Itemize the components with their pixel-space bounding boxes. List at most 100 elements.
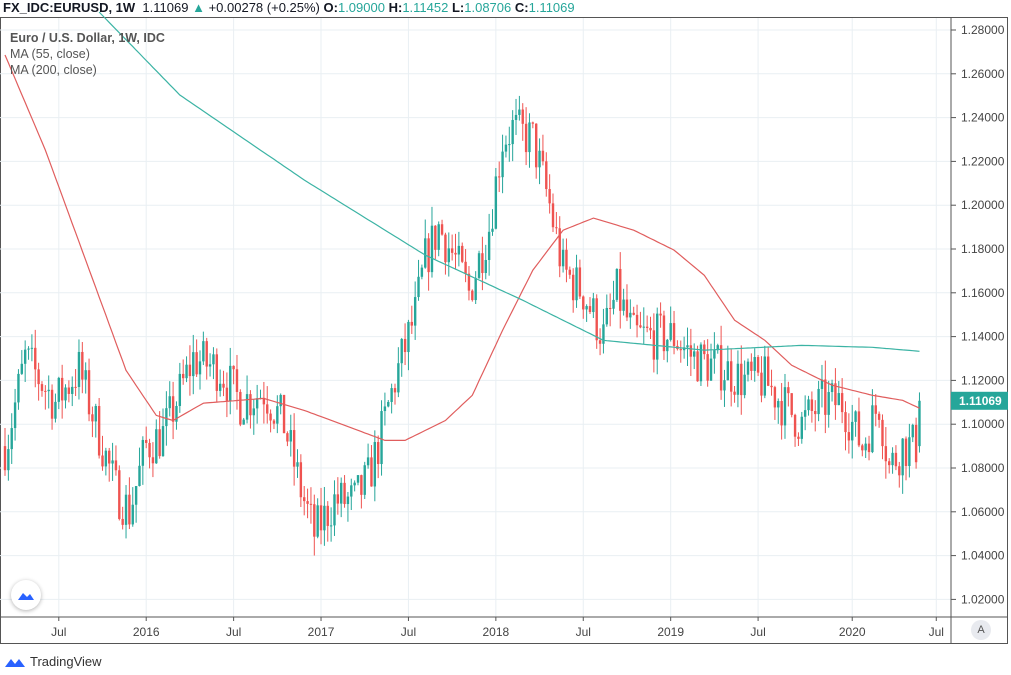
candle-body (817, 388, 820, 415)
candle-body (239, 391, 242, 425)
x-tick-label: Jul (929, 625, 944, 639)
candle-body (437, 224, 440, 250)
candle-body (282, 394, 286, 434)
candle-body (797, 436, 800, 439)
candle-body (188, 364, 192, 377)
y-tick-label: 1.10000 (961, 417, 1005, 431)
legend-ma200[interactable]: MA (200, close) (10, 63, 97, 77)
candle-body (666, 339, 669, 352)
candle-body (918, 400, 921, 447)
candle-body (760, 372, 763, 396)
candle-body (901, 438, 904, 476)
candle-body (111, 460, 114, 464)
chart-frame[interactable] (0, 17, 1008, 644)
x-tick-label: Jul (576, 625, 591, 639)
candle-body (531, 122, 535, 124)
up-arrow-icon: ▲ (192, 0, 205, 15)
candle-body (491, 228, 494, 232)
candle-body (141, 439, 145, 466)
candle-body (521, 109, 524, 124)
candle-body (719, 345, 723, 391)
candle-body (50, 389, 54, 419)
candle-body (746, 361, 750, 375)
y-tick-label: 1.02000 (961, 592, 1005, 606)
candle-body (390, 388, 393, 402)
legend-ma55[interactable]: MA (55, close) (10, 47, 90, 61)
candle-body (34, 347, 37, 370)
candle-body (91, 414, 94, 422)
candle-body (114, 460, 118, 471)
candle-body (729, 361, 733, 392)
symbol-header: FX_IDC:EURUSD, 1W 1.11069 ▲ +0.00278 (+0… (3, 1, 575, 15)
candle-body (266, 404, 269, 414)
candle-body (7, 449, 10, 471)
candle-body (249, 394, 252, 416)
candle-body (155, 429, 158, 464)
candle-body (30, 347, 34, 349)
candle-body (904, 438, 908, 467)
candle-body (477, 253, 481, 278)
candle-body (198, 361, 202, 375)
y-tick-label: 1.08000 (961, 461, 1005, 475)
candle-body (756, 357, 760, 373)
candle-body (857, 411, 861, 446)
symbol-name: FX_IDC:EURUSD, 1W (3, 0, 136, 15)
candle-body (296, 462, 299, 467)
candle-body (343, 482, 346, 505)
candle-body (800, 416, 803, 439)
candle-body (461, 245, 464, 262)
candle-body (608, 307, 612, 309)
candle-body (518, 109, 521, 115)
candle-body (551, 203, 555, 228)
candle-body (854, 411, 857, 422)
candle-body (689, 345, 693, 357)
y-tick-label: 1.24000 (961, 111, 1005, 125)
candle-body (851, 421, 854, 441)
x-tick-label: 2019 (657, 625, 684, 639)
candle-body (534, 123, 538, 168)
candle-body (212, 354, 215, 365)
candle-body (450, 248, 454, 253)
candle-body (37, 369, 40, 385)
tradingview-logo[interactable]: TradingView (4, 654, 102, 669)
candle-body (447, 248, 450, 263)
candle-body (528, 122, 531, 153)
candle-body (84, 370, 87, 380)
candle-body (23, 349, 27, 364)
candle-body (790, 393, 793, 415)
candle-body (168, 396, 171, 409)
candle-body (303, 497, 306, 502)
candle-body (313, 504, 316, 537)
candle-body (645, 326, 649, 328)
candle-body (612, 299, 615, 309)
high-value: 1.11452 (402, 0, 449, 15)
x-tick-label: 2018 (483, 625, 510, 639)
candle-body (649, 327, 652, 331)
candle-body (242, 419, 245, 425)
candle-body (840, 393, 844, 413)
candle-body (131, 504, 134, 525)
candle-body (306, 501, 309, 504)
candle-body (555, 227, 558, 229)
candle-body (884, 446, 888, 462)
candle-body (686, 345, 689, 348)
candle-body (773, 387, 777, 408)
candle-body (57, 377, 60, 402)
candle-body (844, 412, 847, 433)
candle-body (814, 410, 817, 415)
logo-text: TradingView (30, 654, 102, 669)
candle-body (457, 245, 461, 255)
candle-body (467, 273, 471, 291)
candle-body (333, 494, 336, 526)
scroll-to-realtime-button[interactable] (11, 580, 41, 610)
candle-body (151, 457, 155, 464)
candle-body (54, 401, 57, 419)
candle-body (420, 267, 424, 277)
candle-body (225, 387, 229, 401)
auto-scale-button[interactable]: A (971, 620, 991, 640)
candle-body (578, 267, 582, 297)
candle-body (565, 249, 568, 270)
candle-body (585, 306, 588, 310)
candle-body (777, 401, 780, 408)
